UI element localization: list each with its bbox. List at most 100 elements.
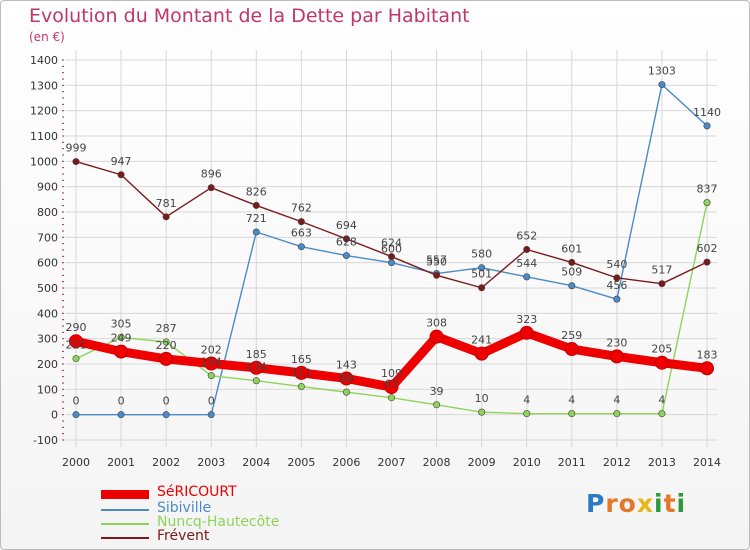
y-tick-label: 0	[51, 409, 58, 422]
data-label: 67	[385, 378, 399, 391]
chart-subtitle: (en €)	[29, 30, 65, 44]
logo-letter: o	[618, 489, 637, 518]
data-label: 323	[516, 313, 537, 326]
data-label: 837	[697, 183, 718, 196]
data-point	[252, 377, 260, 385]
data-label: 111	[291, 367, 312, 380]
data-label: 4	[523, 394, 530, 407]
data-point	[568, 282, 576, 290]
data-point	[523, 410, 531, 418]
legend-label-frevent: Frévent	[157, 528, 210, 544]
data-label: 221	[66, 339, 87, 352]
data-point	[339, 371, 354, 386]
x-tick-label: 2009	[468, 456, 496, 469]
legend-swatch-sibiville	[101, 509, 149, 511]
data-point	[703, 122, 711, 130]
chart-title: Evolution du Montant de la Dette par Hab…	[29, 5, 470, 27]
data-label: 305	[111, 317, 132, 330]
data-label: 4	[613, 394, 620, 407]
legend-swatch-sericourt	[101, 490, 149, 499]
data-label: 456	[606, 279, 627, 292]
data-label: 290	[66, 321, 87, 334]
data-label: 39	[430, 385, 444, 398]
y-tick-label: 700	[37, 231, 58, 244]
logo-letter: x	[636, 489, 654, 518]
y-tick-label: 600	[37, 257, 58, 270]
data-point	[658, 410, 666, 418]
data-label: 721	[246, 212, 267, 225]
data-point	[568, 258, 576, 266]
y-tick-label: 1400	[30, 54, 58, 67]
data-label: 999	[66, 142, 87, 155]
legend-label-nuncq-hautecote: Nuncq-Hautecôte	[157, 514, 280, 530]
data-label: 628	[336, 236, 357, 249]
data-label: 663	[291, 227, 312, 240]
data-point	[429, 329, 444, 344]
data-label: 4	[658, 394, 665, 407]
data-point	[294, 365, 309, 380]
y-tick-label: 1000	[30, 155, 58, 168]
data-label: 154	[201, 356, 222, 369]
x-tick-label: 2011	[558, 456, 586, 469]
data-point	[523, 245, 531, 253]
x-tick-label: 2002	[152, 456, 180, 469]
legend-label-sericourt: SéRICOURT	[157, 484, 237, 500]
x-tick-label: 2013	[648, 456, 676, 469]
y-tick-label: 200	[37, 358, 58, 371]
data-point	[207, 184, 215, 192]
data-point	[72, 158, 80, 166]
data-point	[252, 228, 260, 236]
data-point	[297, 243, 305, 251]
data-label: 781	[156, 197, 177, 210]
data-point	[252, 201, 260, 209]
data-label: 0	[163, 395, 170, 408]
x-tick-label: 2004	[242, 456, 270, 469]
data-point	[433, 271, 441, 279]
data-point	[658, 280, 666, 288]
data-point	[162, 411, 170, 419]
data-label: 220	[156, 339, 177, 352]
data-point	[658, 81, 666, 89]
y-tick-label: 100	[37, 383, 58, 396]
data-point	[207, 372, 215, 380]
data-point	[387, 259, 395, 267]
x-tick-label: 2008	[423, 456, 451, 469]
data-point	[342, 388, 350, 396]
data-point	[613, 295, 621, 303]
data-label: 287	[156, 322, 177, 335]
data-label: 509	[561, 266, 582, 279]
data-point	[207, 411, 215, 419]
data-label: 183	[697, 348, 718, 361]
x-tick-label: 2012	[603, 456, 631, 469]
data-point	[613, 274, 621, 282]
data-point	[297, 218, 305, 226]
x-tick-label: 2010	[513, 456, 541, 469]
data-point	[474, 346, 489, 361]
data-point	[204, 356, 219, 371]
logo-letter: r	[605, 489, 619, 518]
data-label: 826	[246, 185, 267, 198]
y-tick-label: 1200	[30, 105, 58, 118]
data-point	[342, 235, 350, 243]
x-tick-label: 2006	[332, 456, 360, 469]
data-point	[519, 325, 534, 340]
y-tick-label: 900	[37, 181, 58, 194]
data-point	[114, 344, 129, 359]
data-label: 4	[568, 394, 575, 407]
data-label: 0	[73, 395, 80, 408]
x-tick-label: 2000	[62, 456, 90, 469]
x-tick-label: 2014	[693, 456, 721, 469]
y-tick-label: 400	[37, 307, 58, 320]
y-tick-label: 500	[37, 282, 58, 295]
data-label: 185	[246, 348, 267, 361]
data-point	[700, 361, 714, 376]
data-point	[478, 408, 486, 416]
data-label: 762	[291, 202, 312, 215]
data-point	[568, 410, 576, 418]
data-point	[387, 253, 395, 261]
logo-letter: i	[676, 489, 687, 518]
data-label: 602	[697, 242, 718, 255]
data-label: 249	[111, 332, 132, 345]
